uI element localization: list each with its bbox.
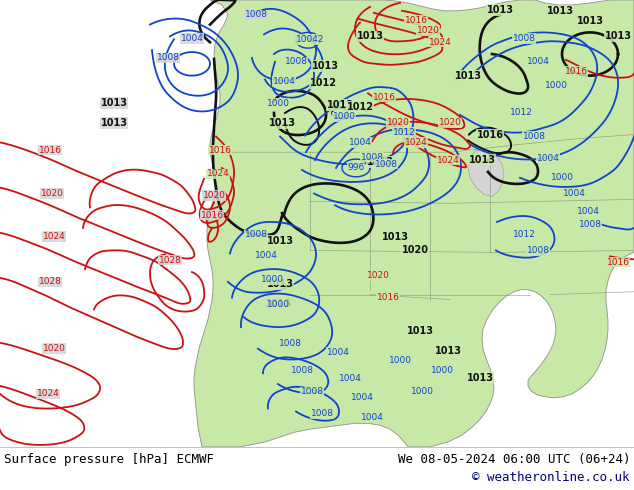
Text: 1008: 1008 (157, 53, 179, 62)
Text: 1008: 1008 (361, 153, 384, 162)
Text: 1004: 1004 (536, 154, 559, 163)
Text: 1013: 1013 (101, 98, 127, 108)
Text: 1013: 1013 (455, 71, 481, 81)
Text: 1013: 1013 (434, 345, 462, 356)
Polygon shape (194, 0, 634, 447)
Text: 1000: 1000 (430, 366, 453, 375)
Text: 1012: 1012 (347, 102, 373, 112)
Text: 1004: 1004 (339, 374, 361, 383)
Text: 1028: 1028 (39, 277, 61, 286)
Text: 1020: 1020 (401, 245, 429, 255)
Text: 1008: 1008 (245, 230, 268, 239)
Text: 1020: 1020 (439, 118, 462, 127)
Text: 1004: 1004 (273, 77, 295, 86)
Text: 1008: 1008 (285, 57, 307, 66)
Text: 1013: 1013 (327, 100, 354, 110)
Text: 1013: 1013 (576, 16, 604, 25)
Polygon shape (468, 149, 504, 196)
Text: 1008: 1008 (522, 132, 545, 141)
Text: 1013: 1013 (467, 373, 493, 383)
Text: 1016: 1016 (39, 146, 61, 155)
Text: 1008: 1008 (578, 220, 602, 229)
Text: 1004: 1004 (255, 251, 278, 260)
Text: 1013: 1013 (264, 299, 292, 310)
Text: 1008: 1008 (278, 339, 302, 348)
Text: 1000: 1000 (389, 356, 411, 365)
Text: 1024: 1024 (37, 390, 60, 398)
Text: 1012: 1012 (510, 108, 533, 118)
Text: 1012: 1012 (512, 230, 536, 239)
Text: 1020: 1020 (202, 191, 226, 200)
Text: 1000: 1000 (266, 98, 290, 108)
Text: 1013: 1013 (604, 31, 631, 41)
Text: 1008: 1008 (512, 34, 536, 43)
Text: 1016: 1016 (477, 129, 503, 140)
Text: 1013: 1013 (269, 118, 295, 128)
Text: We 08-05-2024 06:00 UTC (06+24): We 08-05-2024 06:00 UTC (06+24) (398, 453, 630, 466)
Text: 1004: 1004 (351, 393, 373, 402)
Text: 1013: 1013 (486, 5, 514, 15)
Text: 1016: 1016 (209, 146, 231, 155)
Text: 1008: 1008 (301, 388, 323, 396)
Text: 1020: 1020 (387, 118, 410, 127)
Text: 1008: 1008 (245, 10, 268, 19)
Text: 1013: 1013 (382, 232, 408, 242)
Text: 1013: 1013 (266, 236, 294, 245)
Text: 1008: 1008 (526, 246, 550, 255)
Text: 1020: 1020 (417, 26, 439, 35)
Text: 1016: 1016 (607, 258, 630, 267)
Text: 1020: 1020 (42, 344, 65, 353)
Text: 1024: 1024 (404, 138, 427, 147)
Text: 1012: 1012 (392, 128, 415, 137)
Text: 1013: 1013 (366, 157, 394, 167)
Text: 1016: 1016 (373, 93, 396, 102)
Text: 1004: 1004 (349, 138, 372, 147)
Text: 1004: 1004 (562, 189, 585, 198)
Text: 1004: 1004 (327, 348, 349, 357)
Text: 1004: 1004 (181, 34, 204, 43)
Text: © weatheronline.co.uk: © weatheronline.co.uk (472, 471, 630, 485)
Text: 1020: 1020 (41, 189, 63, 198)
Text: 1004: 1004 (576, 207, 599, 216)
Text: 1024: 1024 (207, 170, 230, 178)
Text: 1000: 1000 (550, 173, 574, 182)
Text: 10042: 10042 (295, 35, 324, 44)
Text: 1013: 1013 (469, 155, 496, 165)
Text: 1024: 1024 (429, 38, 451, 47)
Text: 1000: 1000 (332, 112, 356, 122)
Text: 1024: 1024 (42, 232, 65, 241)
Text: 1013: 1013 (356, 31, 384, 41)
Text: 1016: 1016 (564, 67, 588, 76)
Text: 1013: 1013 (101, 118, 127, 128)
Text: 1012: 1012 (309, 78, 337, 89)
Text: 1013: 1013 (406, 326, 434, 336)
Text: 1004: 1004 (361, 413, 384, 422)
Text: 1000: 1000 (545, 81, 567, 90)
Text: 1016: 1016 (200, 211, 224, 220)
Text: 1020: 1020 (366, 271, 389, 280)
Text: 1008: 1008 (311, 409, 333, 418)
Text: 1016: 1016 (404, 16, 427, 25)
Text: 996: 996 (347, 164, 365, 172)
Text: 1000: 1000 (261, 275, 283, 284)
Text: 1008: 1008 (290, 366, 313, 375)
Text: Surface pressure [hPa] ECMWF: Surface pressure [hPa] ECMWF (4, 453, 214, 466)
Text: 1013: 1013 (547, 6, 574, 16)
Text: 1013: 1013 (266, 279, 294, 289)
Text: 1016: 1016 (377, 293, 399, 302)
Text: 1008: 1008 (375, 160, 398, 169)
Text: 1004: 1004 (527, 57, 550, 66)
Text: 1000: 1000 (410, 388, 434, 396)
Text: 1013: 1013 (311, 61, 339, 71)
Text: 1000: 1000 (266, 300, 290, 309)
Text: 1024: 1024 (437, 156, 460, 165)
Text: 1028: 1028 (158, 256, 181, 265)
